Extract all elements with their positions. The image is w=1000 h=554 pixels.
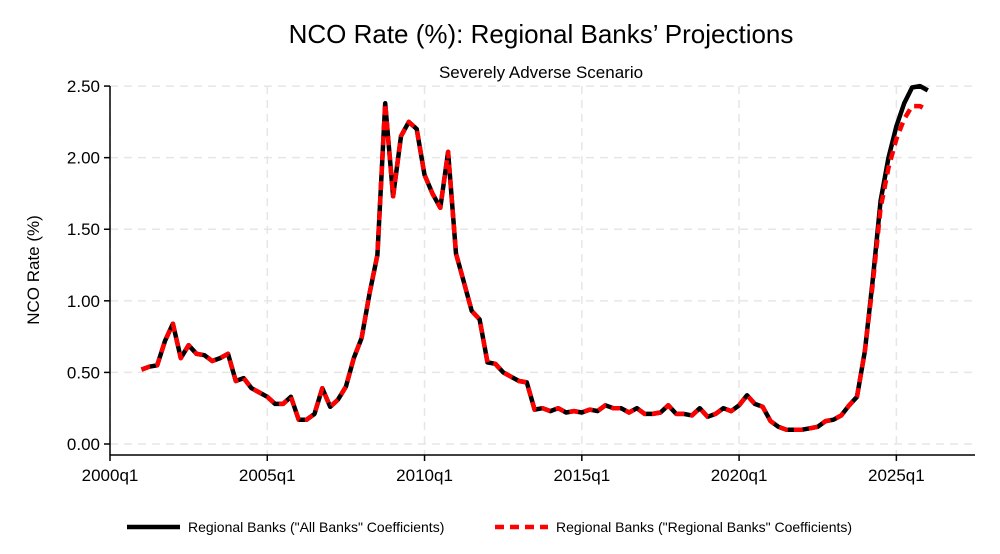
- x-tick-label: 2010q1: [396, 466, 453, 485]
- legend: Regional Banks ("All Banks" Coefficients…: [127, 519, 852, 535]
- x-tick-label: 2005q1: [239, 466, 296, 485]
- grid-lines: [109, 85, 975, 455]
- x-tick-label: 2025q1: [868, 466, 925, 485]
- y-tick-label: 1.00: [67, 292, 100, 311]
- y-tick-label: 1.50: [67, 220, 100, 239]
- chart-title: NCO Rate (%): Regional Banks’ Projection…: [289, 19, 794, 49]
- y-tick-label: 0.50: [67, 363, 100, 382]
- series-line-2: [140, 101, 929, 432]
- y-tick-label: 2.50: [67, 77, 100, 96]
- x-tick-label: 2000q1: [82, 466, 139, 485]
- legend-label-2: Regional Banks ("Regional Banks" Coeffic…: [556, 519, 852, 535]
- legend-label-1: Regional Banks ("All Banks" Coefficients…: [188, 519, 444, 535]
- chart-subtitle: Severely Adverse Scenario: [439, 63, 643, 82]
- axes: 0.00 0.50 1.00 1.50 2.00 2.50 2000q1 2005q1 2010…: [67, 77, 975, 485]
- series-lines: [140, 83, 929, 432]
- y-tick-label: 0.00: [67, 435, 100, 454]
- y-tick-label: 2.00: [67, 149, 100, 168]
- y-axis-label: NCO Rate (%): [24, 215, 43, 325]
- x-tick-label: 2015q1: [553, 466, 610, 485]
- x-tick-label: 2020q1: [711, 466, 768, 485]
- series-line-1: [140, 83, 929, 432]
